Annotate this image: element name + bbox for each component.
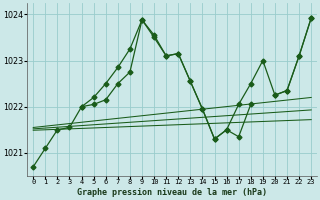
X-axis label: Graphe pression niveau de la mer (hPa): Graphe pression niveau de la mer (hPa)	[77, 188, 267, 197]
